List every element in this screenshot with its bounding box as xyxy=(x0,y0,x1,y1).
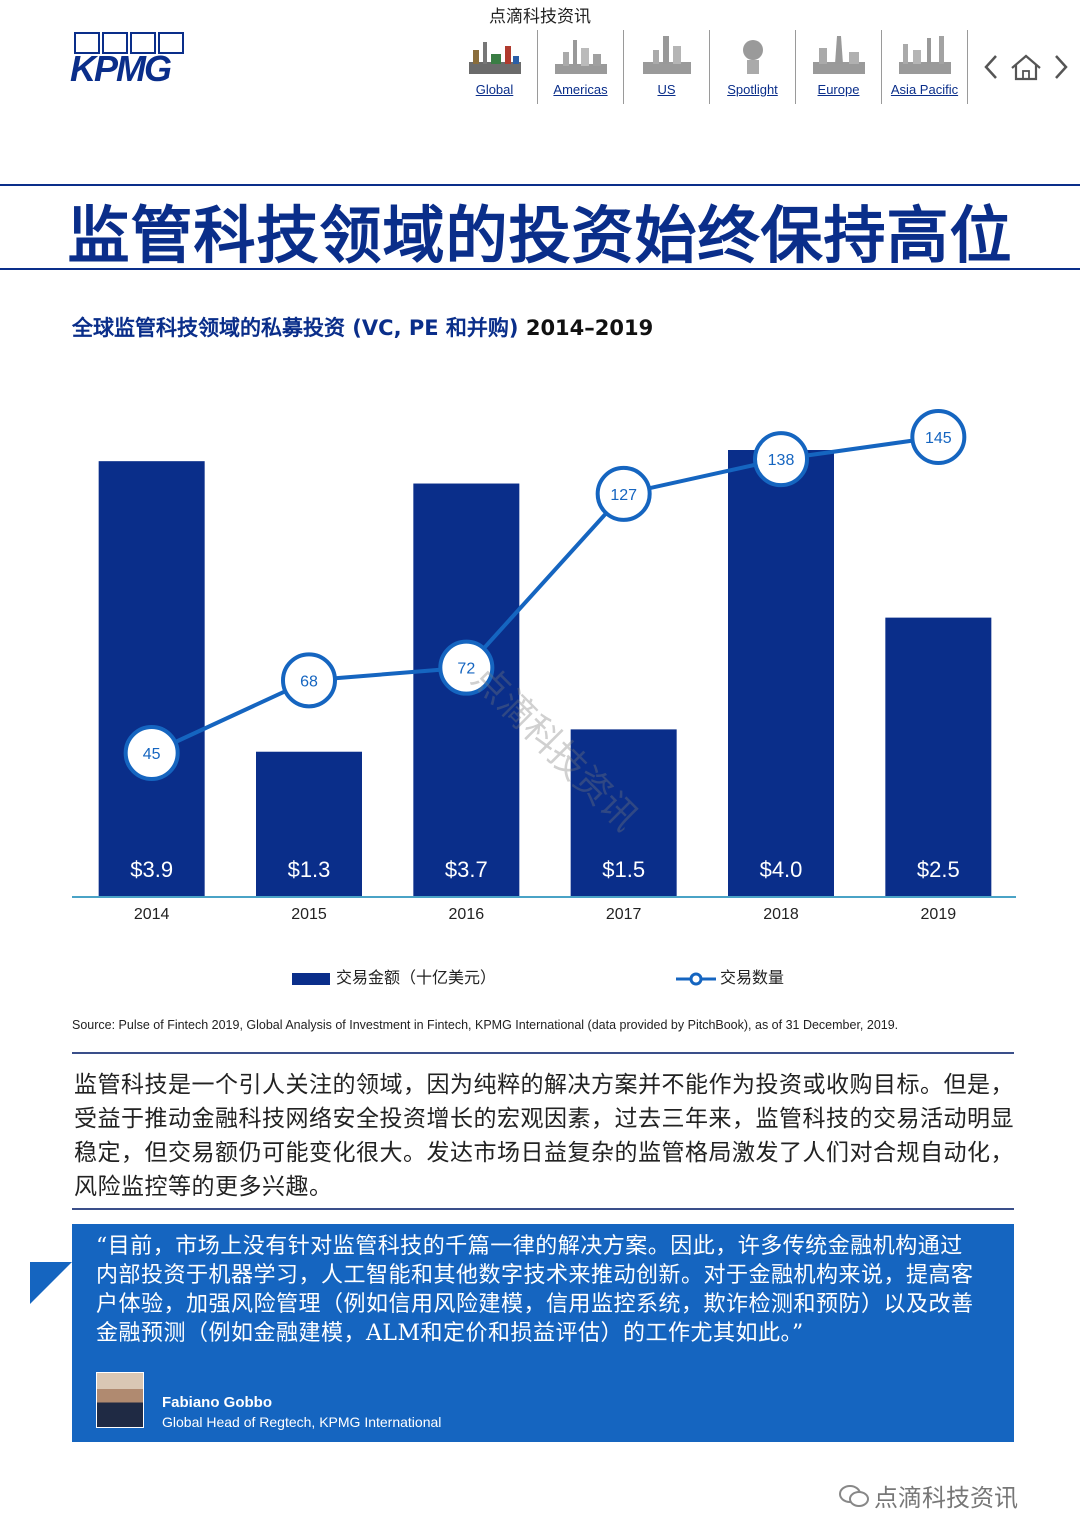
top-caption: 点滴科技资讯 xyxy=(489,7,591,27)
nav-item-europe[interactable]: Europe xyxy=(796,30,882,104)
bar-2017 xyxy=(570,729,677,897)
quote-text: “目前，市场上没有针对监管科技的千篇一律的解决方案。因此，许多传统金融机构通过内… xyxy=(96,1234,974,1346)
chevron-left-icon[interactable] xyxy=(984,55,997,79)
x-tick-label: 2015 xyxy=(291,906,327,923)
bar-value-label: $1.5 xyxy=(602,857,645,882)
chevron-right-icon[interactable] xyxy=(1055,55,1068,79)
body-paragraph: 监管科技是一个引人关注的领域，因为纯粹的解决方案并不能作为投资或收购目标。但是，… xyxy=(74,1072,1014,1200)
logo-text: KPMG xyxy=(70,48,172,89)
line-point-label: 45 xyxy=(143,746,161,763)
spotlight-icon xyxy=(743,40,763,74)
title-rule-bottom xyxy=(0,268,1080,270)
investment-chart: $3.9 $1.3 $3.7 $1.5 $4.0 $2.5 2014 2015 2016 201… xyxy=(72,409,1016,923)
kpmg-logo[interactable]: KPMG xyxy=(70,32,192,89)
nav-label: Asia Pacific xyxy=(890,82,959,97)
nav-item-us[interactable]: US xyxy=(624,30,710,104)
legend-bar-swatch xyxy=(292,972,330,985)
nav-item-global[interactable]: Global xyxy=(452,30,538,104)
wechat-label: 点滴科技资讯 xyxy=(874,1484,1018,1512)
nav-item-spotlight[interactable]: Spotlight xyxy=(710,30,796,104)
region-nav: Global Americas US Spotlight Europe xyxy=(452,30,968,104)
quote-box xyxy=(72,1224,1014,1442)
avatar xyxy=(96,1372,144,1428)
page-title: 监管科技领域的投资始终保持高位 xyxy=(67,199,1013,272)
bar-value-label: $3.9 xyxy=(130,857,173,882)
quote-author-name: Fabiano Gobbo xyxy=(162,1394,272,1411)
line-point-label: 145 xyxy=(925,430,952,447)
legend-line-swatch xyxy=(676,972,716,985)
x-tick-label: 2017 xyxy=(606,906,642,923)
line-point-label: 127 xyxy=(610,487,637,504)
chart-title-main: 全球监管科技领域的私募投资 (VC, PE 和并购) xyxy=(72,316,526,340)
bar-value-label: $2.5 xyxy=(917,857,960,882)
nav-item-americas[interactable]: Americas xyxy=(538,30,624,104)
bar-value-label: $4.0 xyxy=(760,857,803,882)
bar-2015 xyxy=(256,751,362,897)
americas-skyline-icon xyxy=(555,40,607,74)
x-tick-label: 2018 xyxy=(763,906,799,923)
legend-item-count: 交易数量 xyxy=(676,964,784,988)
chart-title-years: 2014–2019 xyxy=(525,316,654,340)
source-note: Source: Pulse of Fintech 2019, Global An… xyxy=(72,1018,899,1032)
legend-label: 交易数量 xyxy=(720,968,785,987)
bar-value-label: $3.7 xyxy=(445,857,488,882)
legend-label: 交易金额（十亿美元） xyxy=(336,968,497,987)
europe-skyline-icon xyxy=(813,36,865,74)
nav-label: Americas xyxy=(553,82,608,97)
x-tick-label: 2014 xyxy=(134,906,170,923)
x-tick-label: 2019 xyxy=(921,906,957,923)
title-rule-top xyxy=(0,184,1080,186)
global-skyline-icon xyxy=(469,42,521,74)
chart-title: 全球监管科技领域的私募投资 (VC, PE 和并购) 2014–2019 xyxy=(72,312,653,342)
nav-label: US xyxy=(657,82,676,97)
quote-author-role: Global Head of Regtech, KPMG Internation… xyxy=(162,1414,442,1430)
line-point-label: 138 xyxy=(768,452,795,469)
nav-controls xyxy=(984,54,1068,81)
line-point-marker xyxy=(595,465,652,522)
bar-value-label: $1.3 xyxy=(288,857,331,882)
asia-pacific-skyline-icon xyxy=(899,36,951,74)
line-point-label: 72 xyxy=(457,661,475,678)
home-icon[interactable] xyxy=(1011,54,1041,81)
nav-label: Spotlight xyxy=(727,82,778,97)
x-tick-label: 2016 xyxy=(449,906,485,923)
line-point-marker xyxy=(910,409,967,465)
wechat-footer: 点滴科技资讯 xyxy=(838,1478,1018,1513)
legend-item-amount: 交易金额（十亿美元） xyxy=(292,964,496,988)
bar-2019 xyxy=(885,617,992,897)
line-point-marker xyxy=(438,639,495,696)
wechat-icon xyxy=(839,1485,869,1507)
line-point-marker xyxy=(281,652,337,709)
line-point-marker xyxy=(123,725,180,781)
nav-label: Europe xyxy=(817,82,860,97)
logo-squares xyxy=(74,32,186,58)
divider xyxy=(72,1052,1014,1054)
bar-2014 xyxy=(98,461,205,897)
line-point-marker xyxy=(753,431,809,488)
nav-label: Global xyxy=(475,82,514,97)
line-point-label: 68 xyxy=(300,673,318,690)
quote-tab xyxy=(30,1262,72,1304)
divider xyxy=(72,1208,1014,1210)
nav-item-asia-pacific[interactable]: Asia Pacific xyxy=(882,30,968,104)
bar-2018 xyxy=(728,450,834,897)
us-skyline-icon xyxy=(643,36,691,74)
